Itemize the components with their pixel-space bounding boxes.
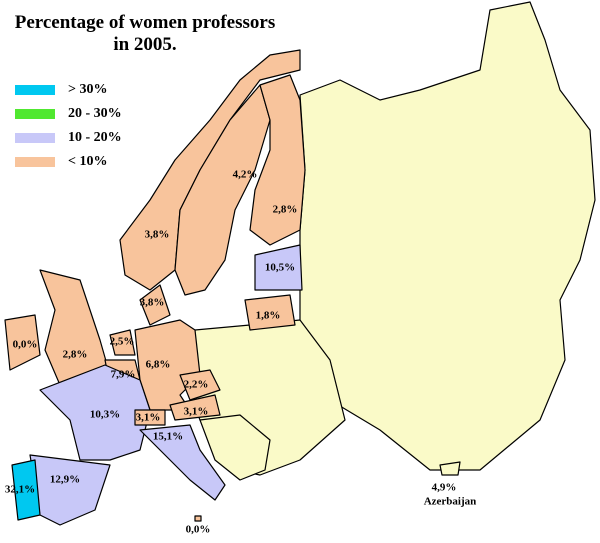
country — [134, 409, 166, 426]
legend-swatch — [15, 157, 55, 167]
country-label: 0,0% — [13, 339, 38, 351]
country — [194, 515, 202, 522]
legend-label: > 30% — [68, 82, 107, 97]
legend-label: < 10% — [68, 154, 107, 169]
country-name: Azerbaijan — [424, 496, 477, 508]
country — [109, 329, 136, 356]
country-label: 4,9% — [432, 482, 457, 494]
balkans — [199, 414, 271, 481]
country-label: 10,3% — [90, 409, 120, 421]
country — [179, 369, 221, 401]
country-label: 6,8% — [146, 359, 171, 371]
country-label: 3,1% — [184, 406, 209, 418]
country-label: 1,8% — [256, 310, 281, 322]
country-label: 7,9% — [111, 369, 136, 381]
country-label: 2,2% — [184, 379, 209, 391]
legend: > 30% 20 - 30% 10 - 20% < 10% — [15, 82, 122, 169]
country-label: 3,1% — [136, 412, 161, 424]
country — [139, 284, 171, 326]
country — [39, 364, 151, 461]
country-label: 2,8% — [273, 204, 298, 216]
country — [169, 394, 221, 421]
country — [29, 454, 111, 526]
country — [174, 84, 271, 296]
legend-swatch — [15, 85, 55, 95]
country — [139, 424, 226, 501]
country-label: 10,5% — [265, 262, 295, 274]
country — [119, 49, 301, 291]
country-label: 4,2% — [233, 169, 258, 181]
country-label: 15,1% — [153, 431, 183, 443]
title-line: in 2005. — [113, 34, 176, 55]
country — [11, 459, 41, 521]
country-label: 3,8% — [145, 229, 170, 241]
legend-label: 10 - 20% — [68, 130, 122, 145]
country-label: 32,1% — [5, 484, 35, 496]
legend-label: 20 - 30% — [68, 106, 122, 121]
country — [254, 244, 303, 291]
title-line: Percentage of women professors — [15, 12, 275, 33]
legend-swatch — [15, 109, 55, 119]
country-label: 0,0% — [186, 524, 211, 536]
country-label: 2,8% — [63, 349, 88, 361]
country — [439, 461, 461, 476]
regions: 3,8% 4,2% 2,8% 10,5% 1,8% 3,8% 2,8% 0,0% 2,5% 7,9… — [4, 49, 477, 536]
country — [244, 294, 296, 331]
country — [249, 74, 306, 246]
country — [4, 314, 41, 371]
legend-swatch — [15, 133, 55, 143]
country-label: 2,5% — [110, 336, 135, 348]
country-label: 3,8% — [140, 297, 165, 309]
country-label: 12,9% — [50, 474, 80, 486]
